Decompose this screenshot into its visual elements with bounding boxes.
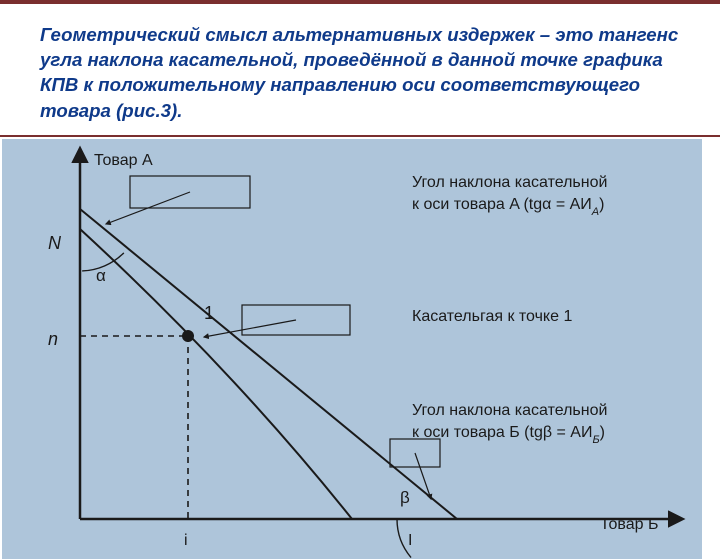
diagram-svg: Товар A Товар Б Nn i Iα β 1 Угол наклона касате…: [2, 139, 702, 559]
title-text: Геометрический смысл альтернативных изде…: [40, 22, 690, 123]
x-axis-label: Товар Б: [600, 516, 658, 533]
y-axis-label: Товар A: [94, 152, 153, 169]
title-block: Геометрический смысл альтернативных изде…: [0, 0, 720, 137]
annotation-beta: Угол наклона касательной: [412, 402, 607, 419]
label-beta: β: [400, 488, 410, 507]
annotation-alpha: Угол наклона касательной: [412, 174, 607, 191]
label-N: N: [48, 233, 62, 253]
label-i: i: [184, 532, 188, 549]
label-alpha: α: [96, 266, 106, 285]
diagram: Товар A Товар Б Nn i Iα β 1 Угол наклона касате…: [2, 139, 702, 559]
label-I: I: [408, 532, 412, 549]
label-n: n: [48, 329, 58, 349]
annotation-tangent: Касательгая к точке 1: [412, 308, 572, 325]
label-point-1: 1: [204, 303, 214, 323]
